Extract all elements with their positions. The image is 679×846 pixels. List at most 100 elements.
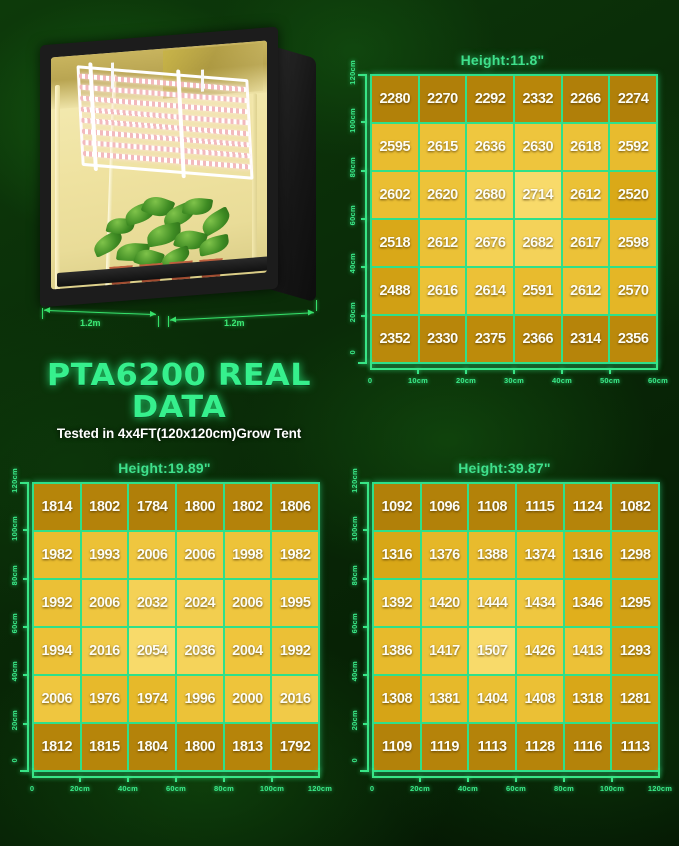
tent-pole-right: [252, 93, 257, 272]
x-axis-tick-label: 100cm: [259, 784, 285, 793]
heatmap-cell: 2616: [419, 268, 466, 314]
heatmap-cell: 2612: [562, 268, 609, 314]
heatmap-cell: 2270: [419, 76, 466, 122]
y-axis-cap: [358, 362, 367, 364]
y-axis-tick: [23, 674, 29, 677]
heatmap-panel-height-39-87: Height:39.87" 0 20cm 40cm 60cm 80cm 100cm 120cm…: [342, 460, 672, 798]
heatmap-cell: 2617: [562, 220, 609, 266]
heatmap-cell: 2592: [610, 124, 656, 170]
heatmap-cell: 1295: [612, 580, 658, 626]
led-grow-light: [76, 62, 254, 180]
heatmap-cell: 2620: [419, 172, 466, 218]
heatmap-cell: 2366: [515, 316, 561, 362]
heatmap-cell: 1108: [469, 484, 515, 530]
x-axis-tick-label: 10cm: [408, 376, 428, 385]
x-axis-tick: [513, 368, 515, 374]
led-hanger-rope: [111, 62, 114, 89]
heatmap-cell: 1784: [129, 484, 175, 530]
tent-pole-left: [55, 84, 60, 290]
y-axis-tick-label: 100cm: [350, 516, 359, 542]
heatmap-cell: 1116: [564, 724, 611, 770]
led-hanger-rope: [201, 69, 204, 92]
heatmap-cell: 2680: [467, 172, 513, 218]
y-axis-tick-label: 80cm: [348, 156, 357, 178]
x-axis-tick-label: 20cm: [456, 376, 476, 385]
x-axis-tick: [223, 776, 225, 782]
heatmap-cell: 2714: [515, 172, 561, 218]
page-title: PTA6200 REAL DATA: [46, 358, 312, 425]
heatmap-cell: 2006: [177, 532, 223, 578]
x-axis-cap: [32, 768, 34, 777]
dimension-label-left: 1.2m: [80, 318, 101, 328]
chart-title: Height:19.89": [118, 460, 211, 476]
y-axis-tick: [361, 121, 367, 124]
y-axis-tick: [361, 218, 367, 220]
heatmap-cell: 2274: [610, 76, 656, 122]
heatmap-cell: 1281: [612, 676, 658, 722]
heatmap-cell: 2330: [419, 316, 466, 362]
x-axis-tick-label: 40cm: [118, 784, 138, 793]
y-axis: 0 20cm 40cm 60cm 80cm 100cm 120cm: [342, 468, 372, 772]
heatmap-cell: 1992: [34, 580, 80, 626]
heatmap-cell: 1800: [177, 484, 223, 530]
y-axis-cap: [20, 770, 29, 772]
x-axis-tick-label: 60cm: [166, 784, 186, 793]
heatmap-cell: 1417: [421, 628, 468, 674]
heatmap-cell: 1109: [374, 724, 420, 770]
y-axis-tick-label: 80cm: [10, 564, 19, 586]
y-axis: 0 20cm 40cm 60cm 80cm 100cm 120cm: [340, 60, 370, 364]
y-axis-tick-label: 120cm: [348, 60, 357, 85]
y-axis-tick: [361, 314, 367, 317]
y-axis-tick-label: 20cm: [348, 301, 357, 323]
heatmap-cell: 2612: [562, 172, 609, 218]
heatmap-cell: 2520: [610, 172, 656, 218]
heatmap-cell: 2676: [467, 220, 513, 266]
tent-body: [40, 26, 278, 308]
heatmap-cell: 1119: [421, 724, 468, 770]
heatmap-cell: 2036: [177, 628, 223, 674]
y-axis-tick: [361, 266, 367, 269]
heatmap-cell: 2595: [372, 124, 418, 170]
y-axis-tick-label: 60cm: [348, 205, 357, 226]
heatmap-cell: 1806: [272, 484, 318, 530]
heatmap-cell: 1812: [34, 724, 80, 770]
x-axis-tick: [127, 776, 129, 782]
y-axis-tick-label: 60cm: [10, 613, 19, 634]
heatmap-cell: 1426: [517, 628, 563, 674]
heatmap-cell: 1802: [81, 484, 128, 530]
x-axis-tick: [79, 776, 81, 782]
heatmap-grid: 1092 1096 1108 1115 1124 1082 1316 1376 1388 1374…: [372, 482, 660, 772]
y-axis-tick: [363, 577, 369, 580]
x-axis-cap: [372, 768, 374, 777]
grow-tent-photo: 1.2m 1.2m: [18, 26, 334, 330]
heatmap-cell: 1444: [469, 580, 515, 626]
heatmap-cell: 2375: [467, 316, 513, 362]
heatmap-cell: 2006: [129, 532, 175, 578]
heatmap-cell: 1092: [374, 484, 420, 530]
heatmap-cell: 1413: [564, 628, 611, 674]
y-axis-cap: [360, 770, 369, 772]
heatmap-cell: 2266: [562, 76, 609, 122]
heatmap-cell: 1318: [564, 676, 611, 722]
y-axis-tick-label: 40cm: [350, 661, 359, 682]
y-axis-cap: [20, 482, 29, 484]
heatmap-cell: 2352: [372, 316, 418, 362]
heatmap-cell: 1815: [81, 724, 128, 770]
y-axis-tick-label: 0: [348, 350, 357, 355]
x-axis-cap: [656, 360, 658, 369]
heatmap-cell: 2682: [515, 220, 561, 266]
heatmap-cell: 1408: [517, 676, 563, 722]
heatmap-cell: 1293: [612, 628, 658, 674]
heatmap-cell: 1982: [34, 532, 80, 578]
heatmap-cell: 1982: [272, 532, 318, 578]
heatmap-cell: 1998: [224, 532, 271, 578]
heatmap-cell: 2000: [224, 676, 271, 722]
x-axis-cap: [658, 768, 660, 777]
heatmap-cell: 1792: [272, 724, 318, 770]
x-axis-tick: [515, 776, 517, 782]
y-axis-tick: [23, 722, 29, 725]
heatmap-grid: 1814 1802 1784 1800 1802 1806 1982 1993 2006 2006…: [32, 482, 320, 772]
x-axis-tick-label: 120cm: [647, 784, 673, 793]
y-axis-tick: [363, 529, 369, 532]
heatmap-cell: 2292: [467, 76, 513, 122]
